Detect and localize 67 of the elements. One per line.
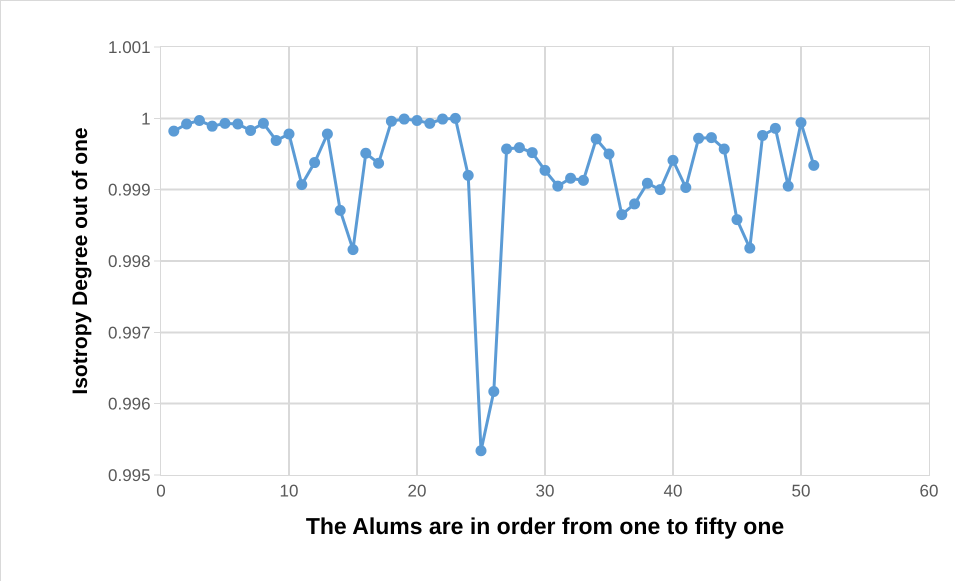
point — [360, 148, 372, 159]
y-axis-title: Isotropy Degree out of one — [69, 127, 92, 395]
point — [168, 126, 180, 137]
point — [668, 154, 678, 166]
point — [220, 118, 230, 129]
point — [245, 124, 256, 136]
y-tick-label: 1 — [141, 109, 151, 128]
point — [744, 242, 756, 254]
y-tick-label: 0.997 — [108, 323, 151, 342]
x-tick-label: 10 — [280, 481, 298, 500]
point — [642, 178, 653, 189]
point — [654, 184, 666, 196]
point — [309, 157, 320, 168]
point — [437, 114, 448, 125]
point — [757, 130, 768, 141]
point — [501, 144, 512, 155]
point — [348, 244, 358, 256]
point — [552, 180, 564, 192]
point — [398, 114, 410, 125]
point — [514, 142, 525, 154]
point — [270, 134, 282, 146]
x-tick-label: 50 — [792, 481, 810, 500]
point — [590, 134, 602, 145]
point — [565, 172, 576, 184]
point — [629, 198, 640, 210]
point — [616, 209, 628, 220]
point — [680, 182, 692, 194]
point — [782, 180, 794, 192]
point — [706, 132, 717, 144]
x-tick-label: 20 — [408, 481, 426, 500]
point — [796, 117, 806, 128]
y-tick-label: 0.999 — [108, 180, 151, 200]
point — [693, 132, 704, 144]
point — [462, 170, 474, 181]
point — [450, 112, 461, 124]
point — [284, 128, 294, 140]
point — [232, 118, 244, 130]
point — [322, 128, 333, 140]
point — [718, 144, 730, 155]
y-tick-label: 0.996 — [108, 394, 151, 414]
x-tick-label: 60 — [920, 481, 938, 500]
point — [488, 386, 500, 398]
point — [334, 204, 346, 216]
point — [540, 164, 550, 176]
point — [578, 174, 589, 186]
point — [373, 158, 384, 169]
y-tick-label: 1.001 — [108, 38, 151, 57]
point — [732, 214, 742, 226]
point — [258, 118, 269, 129]
point — [604, 148, 614, 160]
x-tick-label: 0 — [156, 481, 166, 500]
point — [412, 114, 422, 126]
y-tick-label: 0.998 — [108, 252, 151, 271]
x-tick-label: 40 — [664, 481, 682, 500]
point — [296, 179, 308, 190]
point — [808, 160, 820, 171]
x-axis-title: The Alums are in order from one to fifty one — [306, 513, 784, 539]
point — [424, 118, 436, 129]
x-tick-label: 30 — [536, 481, 554, 500]
point — [386, 116, 397, 127]
point — [194, 114, 205, 126]
point — [181, 118, 192, 130]
point — [770, 122, 781, 134]
point — [526, 147, 538, 158]
y-tick-label: 0.995 — [108, 466, 151, 485]
point — [476, 445, 486, 456]
point — [206, 120, 218, 132]
